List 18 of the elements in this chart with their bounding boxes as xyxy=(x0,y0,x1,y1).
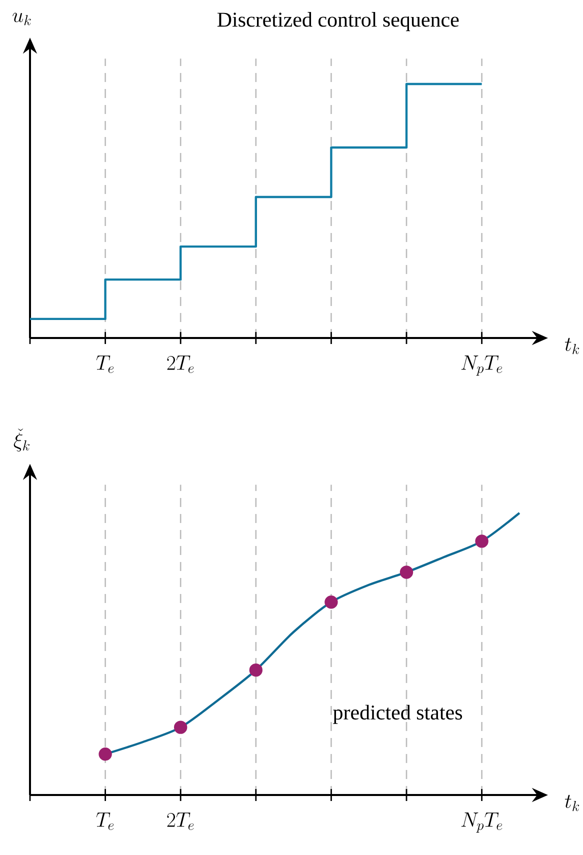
point xyxy=(98,748,112,761)
x-tick-label: $2T_e$ xyxy=(166,812,194,830)
x-tick-label: $N_p T_e$ xyxy=(461,812,502,833)
point xyxy=(249,663,262,677)
x-axis-title: $t_k$ xyxy=(564,794,579,812)
x-tick-label: $2T_e$ xyxy=(166,356,194,373)
point xyxy=(324,596,338,609)
annotation: predicted states xyxy=(332,704,462,724)
y-axis-title: $\check{\xi}_k$ xyxy=(14,428,30,452)
x-tick-label: $T_e$ xyxy=(96,356,114,373)
y-axis-title: $u_k$ xyxy=(12,12,31,26)
x-axis-title: $t_k$ xyxy=(564,338,579,354)
x-tick-label: $N_p T_e$ xyxy=(461,356,502,376)
x-tick-label: $T_e$ xyxy=(96,812,114,830)
point xyxy=(400,566,413,579)
point xyxy=(174,720,187,734)
chart-title: Discretized control sequence xyxy=(217,12,458,32)
point xyxy=(474,534,488,548)
